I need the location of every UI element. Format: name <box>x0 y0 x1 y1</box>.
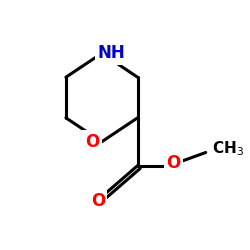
Text: NH: NH <box>98 44 125 62</box>
Text: O: O <box>91 192 105 210</box>
Text: O: O <box>166 154 180 172</box>
Text: CH$_3$: CH$_3$ <box>212 140 244 158</box>
Text: O: O <box>85 133 99 151</box>
